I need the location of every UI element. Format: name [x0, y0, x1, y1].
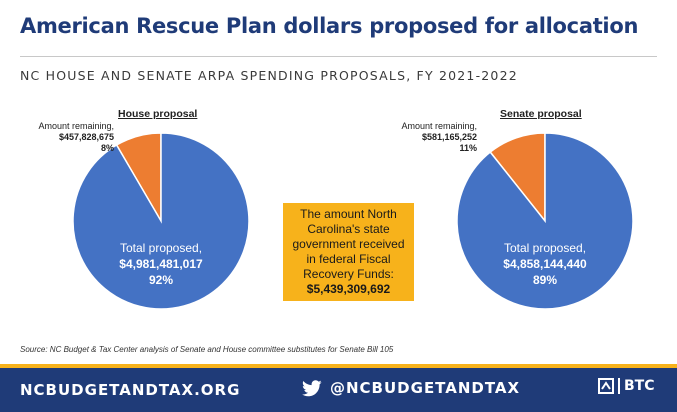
- senate-remaining-value: $581,165,252: [421, 132, 477, 142]
- senate-remaining-name: Amount remaining,: [401, 121, 477, 131]
- title-divider: [20, 56, 657, 57]
- federal-funds-callout: The amount North Carolina's state govern…: [283, 203, 414, 301]
- house-remaining-name: Amount remaining,: [38, 121, 114, 131]
- house-proposed-label: Total proposed, $4,981,481,017 92%: [106, 240, 216, 288]
- house-remaining-value: $457,828,675: [58, 132, 114, 142]
- btc-logo: BTC: [598, 378, 655, 394]
- footer-bar: NCBUDGETANDTAX.ORG @NCBUDGETANDTAX BTC: [0, 364, 677, 412]
- house-pie-title: House proposal: [118, 108, 198, 120]
- house-proposed-slice: [72, 132, 250, 310]
- house-proposed-name: Total proposed,: [119, 241, 203, 255]
- twitter-bird-icon: [302, 379, 322, 396]
- senate-remaining-percent: 11%: [459, 143, 477, 153]
- callout-text: The amount North Carolina's state govern…: [292, 207, 405, 281]
- footer-twitter-handle: @NCBUDGETANDTAX: [330, 379, 521, 397]
- senate-proposed-percent: 89%: [532, 273, 558, 287]
- senate-proposed-slice: [456, 132, 634, 310]
- senate-proposed-label: Total proposed, $4,858,144,440 89%: [490, 240, 600, 288]
- house-pie-chart: [72, 132, 250, 310]
- senate-pie-title: Senate proposal: [500, 108, 582, 120]
- page-title: American Rescue Plan dollars proposed fo…: [20, 14, 639, 38]
- senate-pie-chart: [456, 132, 634, 310]
- source-note: Source: NC Budget & Tax Center analysis …: [20, 345, 394, 354]
- footer-social[interactable]: @NCBUDGETANDTAX: [302, 379, 520, 397]
- house-remaining-percent: 8%: [100, 143, 114, 153]
- logo-divider: [618, 378, 620, 394]
- senate-proposed-value: $4,858,144,440: [503, 257, 587, 271]
- btc-logo-icon: [598, 378, 614, 394]
- senate-remaining-label: Amount remaining, $581,165,252 11%: [401, 121, 477, 154]
- footer-website-link[interactable]: NCBUDGETANDTAX.ORG: [20, 381, 241, 399]
- senate-proposed-name: Total proposed,: [503, 241, 587, 255]
- callout-value: $5,439,309,692: [306, 282, 391, 296]
- house-proposed-value: $4,981,481,017: [119, 257, 203, 271]
- house-remaining-label: Amount remaining, $457,828,675 8%: [38, 121, 114, 154]
- house-proposed-percent: 92%: [148, 273, 174, 287]
- btc-logo-text: BTC: [624, 378, 655, 394]
- page-subtitle: NC HOUSE AND SENATE ARPA SPENDING PROPOS…: [20, 68, 518, 83]
- footer-stripe: [0, 364, 677, 368]
